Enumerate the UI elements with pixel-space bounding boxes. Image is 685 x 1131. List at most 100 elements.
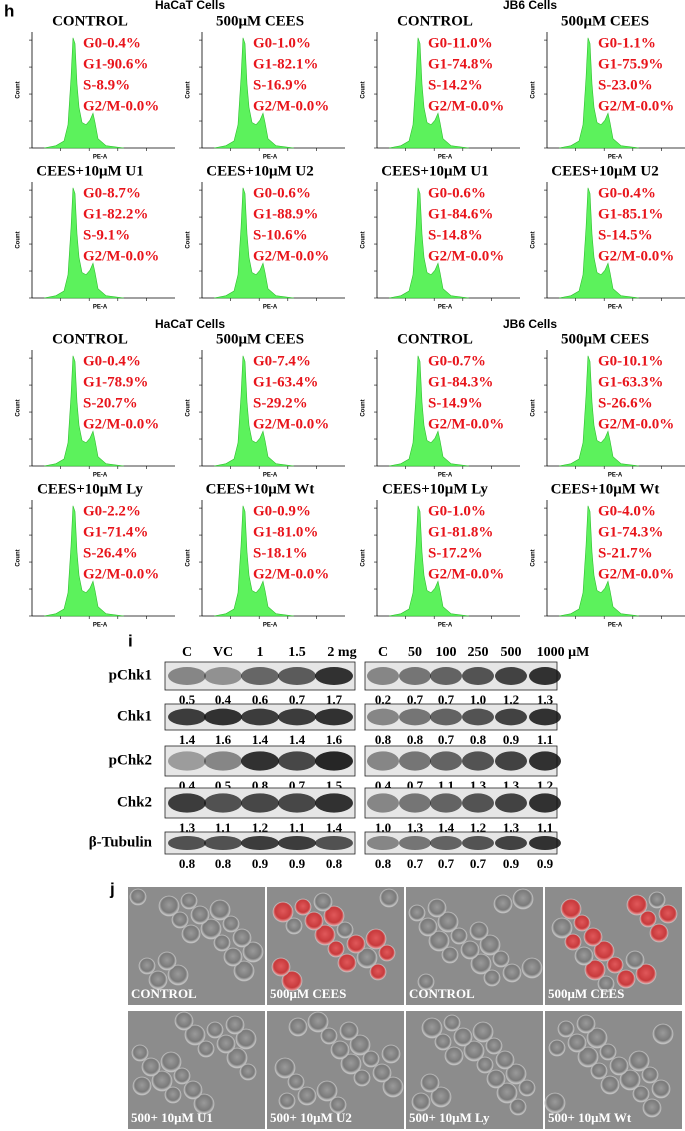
- histogram: [388, 355, 470, 467]
- cell: [548, 1039, 566, 1057]
- density-value: 0.7: [438, 692, 455, 707]
- cell: [420, 1073, 440, 1093]
- cell: [544, 1092, 566, 1114]
- band: [430, 793, 462, 813]
- plot-title: CEES+10μM Ly: [382, 481, 488, 497]
- cell: [551, 917, 573, 939]
- cell: [649, 923, 669, 943]
- cell: [381, 1044, 401, 1064]
- cell: [294, 898, 312, 916]
- cell: [131, 1044, 149, 1062]
- x-axis-label: PE-A: [608, 473, 623, 479]
- band: [168, 667, 206, 685]
- density-value: 0.7: [407, 856, 424, 871]
- density-value: 1.0: [470, 692, 486, 707]
- cell: [502, 963, 522, 983]
- phase-stat: G0-8.7%: [83, 185, 141, 201]
- phase-stat: G2/M-0.0%: [598, 98, 674, 114]
- plot-title: 500μM CEES: [561, 13, 649, 29]
- cell: [222, 915, 240, 933]
- phase-stat: G2/M-0.0%: [253, 248, 329, 264]
- band: [367, 667, 399, 685]
- phase-stat: G2/M-0.0%: [253, 416, 329, 432]
- density-value: 0.7: [289, 692, 306, 707]
- band: [529, 835, 561, 851]
- cell: [336, 921, 354, 939]
- band: [399, 793, 431, 813]
- band: [241, 751, 279, 771]
- cell: [583, 927, 603, 947]
- cell: [560, 898, 582, 920]
- band: [462, 751, 494, 771]
- cell: [512, 888, 534, 910]
- phase-stat: S-14.5%: [598, 227, 653, 243]
- density-value: 0.8: [326, 856, 343, 871]
- phase-stat: S-21.7%: [598, 545, 653, 561]
- phase-stat: G2/M-0.0%: [253, 566, 329, 582]
- band: [241, 667, 279, 685]
- band: [529, 667, 561, 685]
- cell: [213, 934, 231, 952]
- histogram: [43, 355, 125, 467]
- image-caption: 500+ 10μM Ly: [409, 1110, 490, 1125]
- cell: [434, 1033, 452, 1051]
- phase-stat: G1-85.1%: [598, 206, 663, 222]
- density-value: 0.9: [503, 856, 520, 871]
- phase-stat: G2/M-0.0%: [253, 98, 329, 114]
- cell: [573, 914, 591, 932]
- plot-title: CONTROL: [397, 331, 473, 347]
- cell-line-label: HaCaT Cells: [155, 317, 225, 331]
- cell: [206, 1021, 224, 1039]
- cell: [278, 1092, 296, 1110]
- density-value: 0.8: [179, 856, 196, 871]
- density-value: 0.5: [179, 692, 196, 707]
- band: [315, 835, 353, 851]
- plot-title: CEES+10μM U2: [551, 163, 658, 179]
- cell: [408, 904, 426, 922]
- phase-stat: G0-1.1%: [598, 35, 656, 51]
- cell: [239, 1063, 257, 1081]
- plot-title: CONTROL: [52, 331, 128, 347]
- cell: [584, 959, 606, 981]
- band: [367, 793, 399, 813]
- band: [430, 667, 462, 685]
- band: [278, 793, 316, 813]
- phase-stat: G0-11.0%: [428, 35, 493, 51]
- cell: [320, 1027, 338, 1045]
- phase-stat: G0-7.4%: [253, 353, 311, 369]
- cell: [353, 1069, 371, 1087]
- phase-stat: G1-63.3%: [598, 374, 663, 390]
- image-caption: 500+ 10μM U1: [131, 1110, 213, 1125]
- cell: [600, 1075, 620, 1095]
- density-value: 1.1: [537, 732, 553, 747]
- histogram: [43, 187, 125, 299]
- cell: [141, 1057, 161, 1077]
- phase-stat: S-14.2%: [428, 77, 483, 93]
- x-axis-label: PE-A: [263, 305, 278, 311]
- cell: [593, 940, 615, 962]
- y-axis-label: Count: [531, 399, 537, 416]
- lane-label: 100: [436, 645, 457, 660]
- cell: [173, 1067, 191, 1085]
- density-value: 1.3: [407, 820, 424, 835]
- phase-stat: G0-4.0%: [598, 503, 656, 519]
- cell: [281, 970, 303, 992]
- image-caption: CONTROL: [131, 986, 197, 1001]
- histogram: [558, 37, 640, 149]
- density-value: 0.8: [375, 856, 392, 871]
- cell: [574, 946, 594, 966]
- histogram: [388, 37, 470, 149]
- y-axis-label: Count: [186, 549, 192, 566]
- phase-stat: G1-82.2%: [83, 206, 148, 222]
- cell: [453, 1027, 473, 1047]
- density-value: 1.4: [326, 820, 343, 835]
- cell: [639, 910, 657, 928]
- density-value: 0.4: [215, 692, 232, 707]
- phase-stat: G2/M-0.0%: [598, 248, 674, 264]
- band: [168, 751, 206, 771]
- band: [462, 708, 494, 726]
- phase-stat: G0-0.6%: [428, 185, 486, 201]
- x-axis-label: PE-A: [438, 623, 453, 629]
- histogram: [388, 187, 470, 299]
- cell: [652, 1023, 674, 1045]
